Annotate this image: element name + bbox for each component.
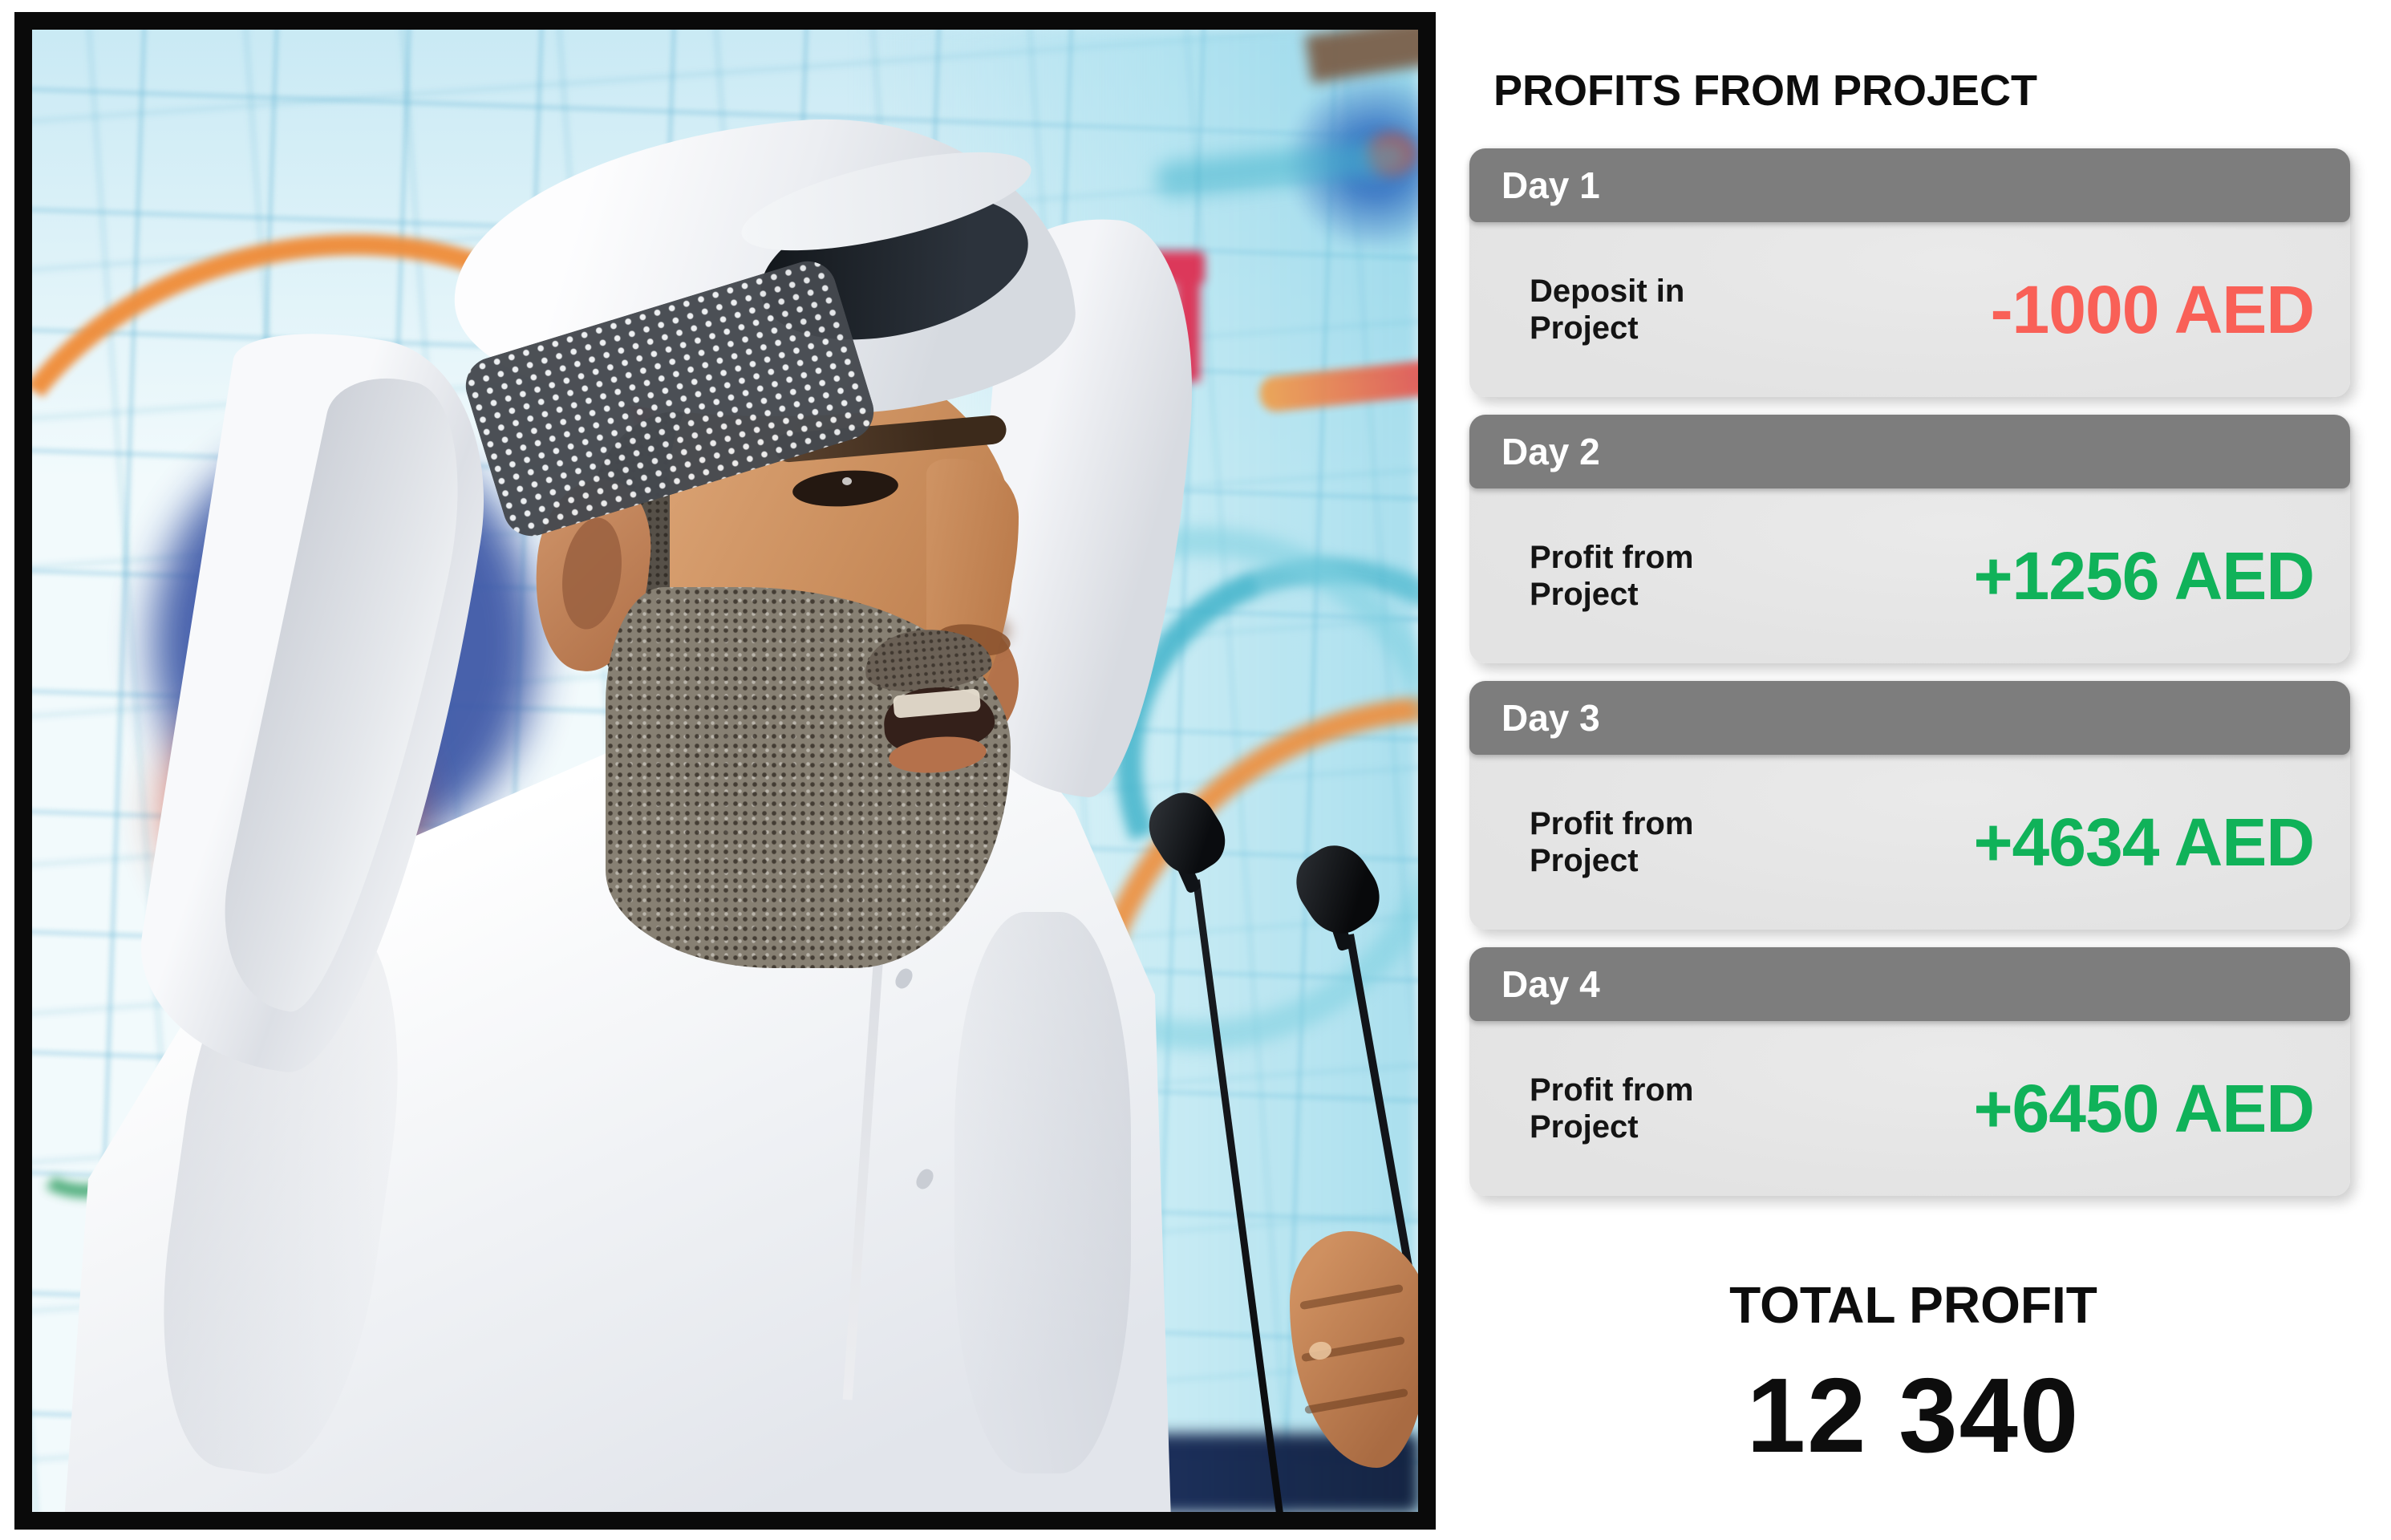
- day-card-3-amount: +4634 AED: [1973, 804, 2315, 880]
- day-card-1-label: Deposit in Project: [1530, 273, 1685, 346]
- day-card-4-amount: +6450 AED: [1973, 1070, 2315, 1146]
- eye-highlight: [842, 477, 852, 485]
- speaker-photo-scene: [32, 30, 1418, 1512]
- day-card-4-title: Day 4: [1501, 963, 1600, 1005]
- total-profit-value: 12 340: [1746, 1356, 2081, 1474]
- day-card-3: Day 3 Profit from Project +4634 AED: [1469, 681, 2350, 930]
- day-card-1: Day 1 Deposit in Project -1000 AED: [1469, 148, 2350, 397]
- day-card-2: Day 2 Profit from Project +1256 AED: [1469, 415, 2350, 663]
- day-card-1-title: Day 1: [1501, 164, 1600, 206]
- day-card-3-label: Profit from Project: [1530, 805, 1694, 878]
- day-card-2-title: Day 2: [1501, 431, 1600, 472]
- day-card-1-amount: -1000 AED: [1990, 271, 2315, 347]
- day-card-3-body: Profit from Project +4634 AED: [1469, 755, 2350, 930]
- total-profit-label: TOTAL PROFIT: [1729, 1276, 2097, 1334]
- day-card-4-header: Day 4: [1469, 947, 2350, 1021]
- day-card-2-header: Day 2: [1469, 415, 2350, 488]
- day-card-3-title: Day 3: [1501, 697, 1600, 739]
- day-card-4-label: Profit from Project: [1530, 1072, 1694, 1145]
- day-card-3-header: Day 3: [1469, 681, 2350, 755]
- speaker-photo: [14, 12, 1436, 1530]
- day-card-2-amount: +1256 AED: [1973, 537, 2315, 614]
- day-card-4-body: Profit from Project +6450 AED: [1469, 1021, 2350, 1196]
- day-card-1-body: Deposit in Project -1000 AED: [1469, 222, 2350, 397]
- panel-title: PROFITS FROM PROJECT: [1493, 67, 2038, 115]
- robe-fold-shadow-right: [954, 912, 1131, 1473]
- day-card-4: Day 4 Profit from Project +6450 AED: [1469, 947, 2350, 1196]
- profits-panel: PROFITS FROM PROJECT Day 1 Deposit in Pr…: [1436, 0, 2391, 1540]
- day-card-1-header: Day 1: [1469, 148, 2350, 222]
- day-card-2-label: Profit from Project: [1530, 539, 1694, 612]
- total-profit-block: TOTAL PROFIT 12 340: [1436, 1279, 2391, 1469]
- day-card-2-body: Profit from Project +1256 AED: [1469, 488, 2350, 663]
